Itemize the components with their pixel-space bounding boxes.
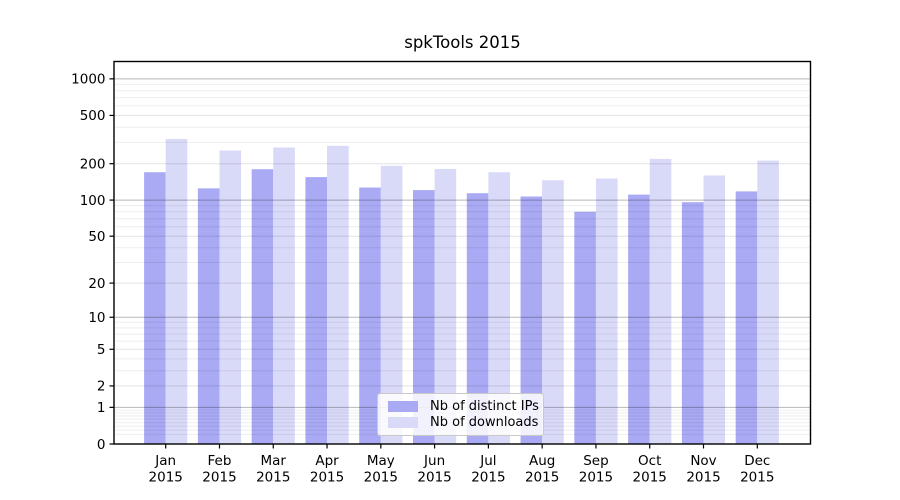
x-tick-label-year-oct: 2015 xyxy=(633,470,667,486)
x-tick-label-year-aug: 2015 xyxy=(525,470,559,486)
bar-nb-of-downloads-mar xyxy=(273,147,295,444)
y-tick-label-2: 2 xyxy=(97,379,106,395)
x-tick-label-month-aug: Aug xyxy=(529,453,555,469)
bar-nb-of-downloads-jun xyxy=(434,168,457,444)
bar-nb-of-distinct-ips-aug xyxy=(520,196,543,444)
x-tick-label-month-apr: Apr xyxy=(315,453,339,469)
bar-nb-of-distinct-ips-may xyxy=(359,187,381,444)
y-tick-label-100: 100 xyxy=(80,193,106,209)
x-tick-label-month-oct: Oct xyxy=(638,453,661,469)
legend-row-distinct-ips: Nb of distinct IPs xyxy=(388,399,539,414)
legend-swatch-distinct-ips xyxy=(388,401,418,412)
bar-nb-of-distinct-ips-jun xyxy=(413,190,435,444)
legend-swatch-downloads xyxy=(388,417,418,428)
x-tick-label-year-sep: 2015 xyxy=(579,470,613,486)
x-tick-label-year-apr: 2015 xyxy=(310,470,344,486)
legend-row-downloads: Nb of downloads xyxy=(388,415,538,430)
bar-nb-of-downloads-may xyxy=(380,165,403,445)
y-tick-label-5: 5 xyxy=(97,342,106,358)
x-tick-label-month-feb: Feb xyxy=(208,453,232,469)
bar-nb-of-distinct-ips-dec xyxy=(735,191,758,444)
legend: Nb of distinct IPs Nb of downloads xyxy=(377,393,544,436)
y-tick-label-10: 10 xyxy=(88,310,105,326)
x-tick-label-month-dec: Dec xyxy=(744,453,770,469)
bar-nb-of-downloads-nov xyxy=(703,175,726,444)
x-tick-label-month-may: May xyxy=(367,453,395,469)
bar-nb-of-distinct-ips-jan xyxy=(144,172,166,444)
y-tick-label-50: 50 xyxy=(88,229,105,245)
bar-nb-of-downloads-jul xyxy=(488,172,510,444)
y-tick-label-1: 1 xyxy=(97,400,106,416)
x-tick-label-year-jan: 2015 xyxy=(149,470,183,486)
bar-nb-of-downloads-aug xyxy=(542,180,564,444)
x-tick-label-month-jun: Jun xyxy=(423,453,445,469)
x-tick-label-month-nov: Nov xyxy=(690,453,716,469)
x-tick-label-year-jul: 2015 xyxy=(471,470,505,486)
bar-nb-of-distinct-ips-apr xyxy=(305,177,328,444)
y-tick-label-0: 0 xyxy=(97,437,106,453)
bar-nb-of-distinct-ips-jul xyxy=(466,193,489,444)
x-tick-label-month-mar: Mar xyxy=(261,453,287,469)
bar-nb-of-downloads-dec xyxy=(757,160,779,444)
chart-title: spkTools 2015 xyxy=(404,33,521,52)
legend-label-distinct-ips: Nb of distinct IPs xyxy=(430,399,539,414)
plot-border xyxy=(113,60,812,445)
bar-nb-of-downloads-sep xyxy=(595,178,618,444)
bar-nb-of-downloads-apr xyxy=(327,145,349,444)
bar-nb-of-downloads-jan xyxy=(165,138,188,444)
x-tick-label-month-jan: Jan xyxy=(154,453,176,469)
x-tick-label-month-sep: Sep xyxy=(583,453,608,469)
bar-nb-of-downloads-feb xyxy=(219,150,242,445)
y-tick-label-1000: 1000 xyxy=(71,72,105,88)
x-tick-label-month-jul: Jul xyxy=(479,453,496,469)
y-tick-label-20: 20 xyxy=(88,276,105,292)
bar-nb-of-distinct-ips-sep xyxy=(574,211,596,444)
bar-nb-of-distinct-ips-feb xyxy=(197,188,220,444)
y-tick-label-200: 200 xyxy=(80,157,106,173)
x-tick-label-year-jun: 2015 xyxy=(417,470,451,486)
x-tick-label-year-nov: 2015 xyxy=(686,470,720,486)
bar-nb-of-downloads-oct xyxy=(649,158,672,444)
legend-label-downloads: Nb of downloads xyxy=(430,415,539,430)
x-tick-label-year-dec: 2015 xyxy=(740,470,774,486)
x-tick-label-year-may: 2015 xyxy=(364,470,398,486)
y-tick-label-500: 500 xyxy=(80,108,106,124)
bar-nb-of-distinct-ips-nov xyxy=(681,202,704,444)
x-tick-label-year-mar: 2015 xyxy=(256,470,290,486)
x-tick-label-year-feb: 2015 xyxy=(202,470,236,486)
bar-nb-of-distinct-ips-mar xyxy=(251,169,274,444)
bar-nb-of-distinct-ips-oct xyxy=(628,194,650,444)
